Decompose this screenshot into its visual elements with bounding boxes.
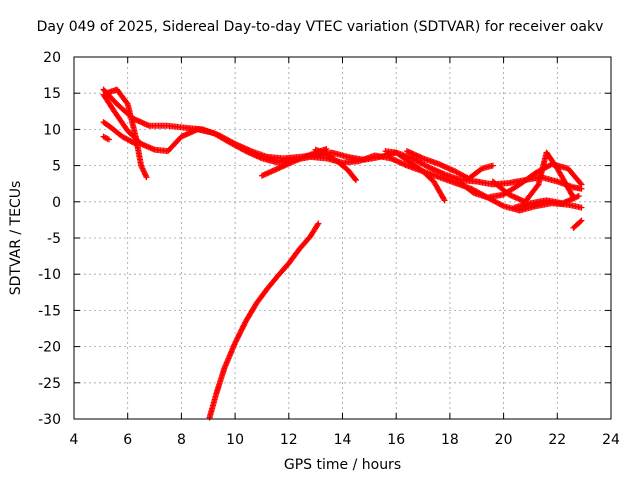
- y-tick-label: 5: [52, 159, 61, 175]
- y-tick-label: 0: [52, 195, 61, 211]
- y-tick-label: 10: [43, 122, 61, 138]
- axis-ticks: [73, 56, 612, 420]
- x-tick-label: 24: [602, 432, 620, 448]
- chart-title: Day 049 of 2025, Sidereal Day-to-day VTE…: [36, 19, 604, 35]
- y-tick-label: 20: [43, 50, 61, 66]
- data-point: [424, 163, 431, 170]
- data-point: [314, 221, 321, 228]
- x-tick-label: 10: [226, 432, 244, 448]
- x-tick-label: 20: [495, 432, 513, 448]
- y-tick-label: -5: [47, 231, 61, 247]
- data-points: [100, 86, 585, 421]
- x-tick-label: 22: [548, 432, 566, 448]
- data-point: [440, 196, 447, 203]
- y-axis-label: SDTVAR / TECUs: [8, 180, 24, 296]
- x-tick-label: 12: [280, 432, 298, 448]
- data-point: [477, 166, 484, 173]
- data-point: [352, 177, 359, 184]
- data-point: [578, 204, 585, 211]
- x-tick-label: 18: [441, 432, 459, 448]
- data-point: [123, 99, 130, 106]
- data-point: [577, 180, 584, 187]
- x-tick-label: 4: [70, 432, 79, 448]
- x-tick-label: 14: [334, 432, 352, 448]
- data-point: [499, 202, 506, 209]
- data-point: [323, 145, 330, 152]
- data-point: [575, 193, 582, 200]
- plot-frame: [73, 56, 612, 420]
- x-axis-label: GPS time / hours: [283, 457, 402, 473]
- data-point: [105, 136, 112, 143]
- data-point: [534, 182, 541, 189]
- data-point: [143, 174, 150, 181]
- x-tick-label: 8: [177, 432, 186, 448]
- x-tick-label: 16: [387, 432, 405, 448]
- data-point: [578, 181, 585, 188]
- y-tick-label: -20: [38, 340, 61, 356]
- data-point: [489, 162, 496, 169]
- data-point: [104, 135, 111, 142]
- data-point: [352, 175, 359, 182]
- data-point: [441, 197, 448, 204]
- data-point: [578, 217, 585, 224]
- y-tick-label: -25: [38, 376, 61, 392]
- grid: [74, 57, 611, 419]
- data-point: [241, 147, 248, 154]
- data-point: [577, 218, 584, 225]
- y-tick-label: 15: [43, 86, 61, 102]
- y-tick-label: -10: [38, 267, 61, 283]
- y-tick-label: -30: [38, 412, 61, 428]
- x-tick-label: 6: [123, 432, 132, 448]
- data-point: [315, 220, 322, 227]
- tick-labels: 4 6 8 10 12 14 16 18 20 22 24 -30 -25 -20 -15 -10 -5 0 5 10…: [38, 50, 620, 448]
- y-tick-label: -15: [38, 303, 61, 319]
